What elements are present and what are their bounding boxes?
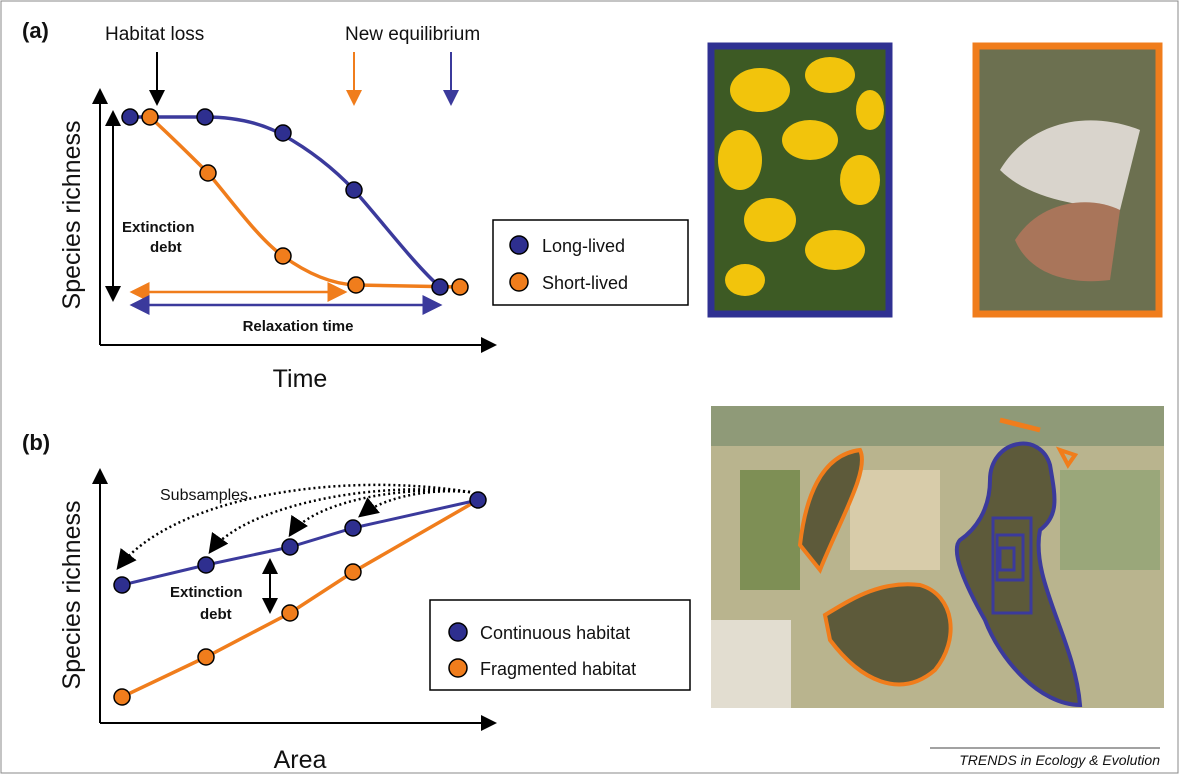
shape: [805, 57, 855, 93]
points: [121, 108, 469, 296]
shape: [358, 490, 471, 518]
point: [509, 235, 529, 255]
shape: [954, 441, 1083, 708]
shape: [1000, 120, 1140, 210]
shape: [718, 130, 762, 190]
legend-label: Long-lived: [542, 236, 625, 256]
shape: [822, 582, 953, 687]
point: [197, 648, 215, 666]
annotation: debt: [200, 606, 232, 623]
point: [431, 278, 449, 296]
annotation: debt: [150, 239, 182, 256]
shape: [850, 470, 940, 570]
panel-label: (b): [22, 430, 50, 455]
point: [113, 576, 131, 594]
shape: [116, 483, 471, 570]
footer: TRENDS in Ecology & Evolution: [959, 752, 1160, 768]
point: [347, 276, 365, 294]
shape: [208, 488, 471, 555]
shape: [1060, 470, 1160, 570]
y-axis-label: Species richness: [58, 121, 86, 310]
point: [448, 658, 468, 678]
annotation: Extinction: [122, 219, 195, 236]
shape: [998, 546, 1016, 572]
shape: [782, 120, 838, 160]
legend: [429, 599, 691, 691]
point: [469, 491, 487, 509]
panel-label: (a): [22, 18, 49, 43]
point: [196, 108, 214, 126]
x-axis-label: Area: [274, 746, 327, 774]
point: [274, 247, 292, 265]
curve: [148, 115, 461, 289]
aerial-photo: [711, 406, 1164, 708]
shape: [856, 90, 884, 130]
point: [274, 124, 292, 142]
panel-a: (a) Habitat loss New equilibrium Species…: [22, 18, 1163, 393]
flower-photo: [707, 42, 893, 318]
annotation: Subsamples: [160, 487, 248, 504]
shape: [1055, 446, 1079, 469]
shape: [711, 620, 791, 708]
point: [344, 519, 362, 537]
shape: [711, 406, 1164, 446]
shape: [288, 489, 471, 538]
point: [345, 181, 363, 199]
shape: [730, 68, 790, 112]
shape: [991, 516, 1033, 615]
annotation: Habitat loss: [105, 24, 204, 45]
legend: [492, 219, 689, 306]
point: [113, 688, 131, 706]
legend-label: Short-lived: [542, 273, 628, 293]
legend-label: Fragmented habitat: [480, 659, 636, 679]
point: [199, 164, 217, 182]
legend-label: Continuous habitat: [480, 623, 630, 643]
shape: [740, 470, 800, 590]
shape: [797, 447, 864, 574]
shape: [840, 155, 880, 205]
dotted-arrows: [116, 483, 471, 570]
annotation: Extinction: [170, 584, 243, 601]
point: [509, 272, 529, 292]
point: [344, 563, 362, 581]
point: [281, 538, 299, 556]
point: [451, 278, 469, 296]
annotation: New equilibrium: [345, 24, 480, 45]
shape: [805, 230, 865, 270]
point: [141, 108, 159, 126]
y-axis-label: Species richness: [58, 501, 86, 690]
point: [197, 556, 215, 574]
point: [281, 604, 299, 622]
annotation: Relaxation time: [243, 318, 354, 335]
shape: [999, 417, 1041, 433]
panel-b: (b) Species richness Area Subsamples Ext…: [22, 406, 1164, 774]
shape: [744, 198, 796, 242]
shape: [718, 57, 884, 296]
shape: [1015, 202, 1120, 282]
x-axis-label: Time: [273, 365, 328, 393]
curve: [130, 115, 442, 289]
butterfly-photo: [972, 42, 1163, 318]
shape: [995, 533, 1025, 582]
points: [113, 491, 487, 706]
shape: [725, 264, 765, 296]
point: [121, 108, 139, 126]
point: [448, 622, 468, 642]
